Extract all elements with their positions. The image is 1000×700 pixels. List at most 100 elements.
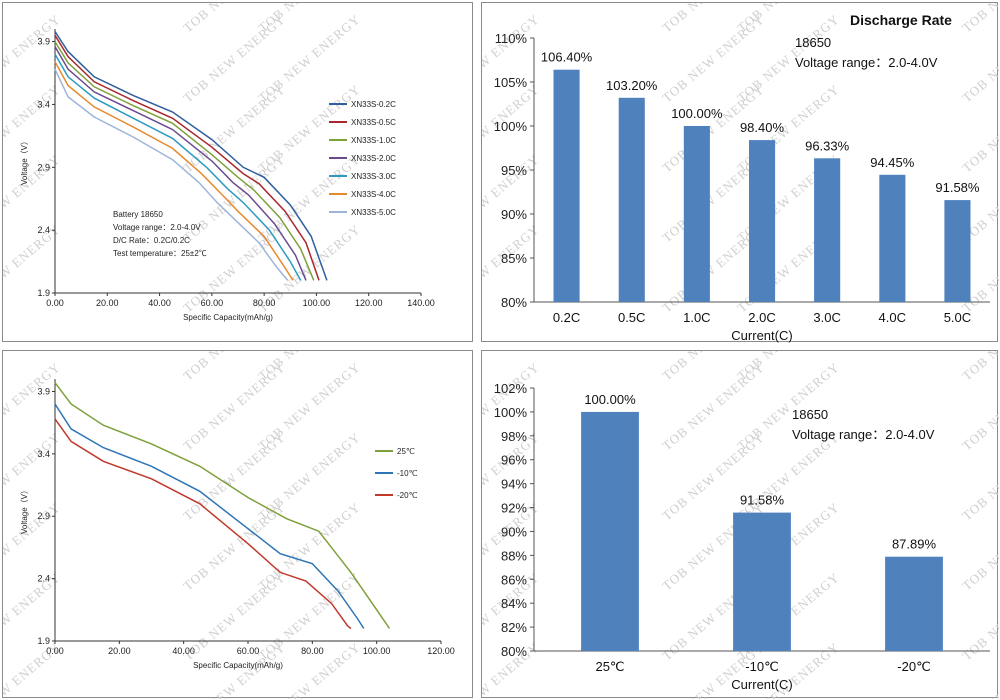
y-tick-label: 82% [501,620,527,635]
series-line [54,418,352,630]
y-tick-label: 1.9 [37,288,50,298]
legend-label: -20℃ [397,491,418,500]
x-tick-label: 0.5C [618,310,645,325]
legend-label: XN33S-1.0C [351,136,396,145]
bar [553,69,580,302]
y-tick-label: 90% [501,524,527,539]
x-tick-label: 0.2C [553,310,580,325]
series-line [54,68,289,281]
bar-value-label: 100.00% [584,392,636,407]
x-tick-label: 3.0C [813,310,840,325]
x-tick-label: 120.00 [427,646,455,656]
x-tick-label: 20.00 [96,298,119,308]
bar [749,140,776,302]
annotation-text: Test temperature：25±2℃ [113,249,207,258]
y-tick-label: 96% [501,453,527,468]
series-line [54,46,307,281]
y-tick-label: 2.9 [37,162,50,172]
legend-label: XN33S-0.5C [351,118,396,127]
y-tick-label: 88% [501,548,527,563]
watermark-text: TOB NEW ENERGY [959,351,999,383]
x-tick-label: 2.0C [748,310,775,325]
bar-value-label: 96.33% [805,138,850,153]
x-tick-label: 4.0C [879,310,906,325]
series-line [54,382,391,629]
bar [885,556,943,651]
y-tick-label: 85% [501,251,527,266]
x-axis-label: Current(C) [731,677,792,692]
x-tick-label: 0.00 [46,646,64,656]
y-tick-label: 90% [501,207,527,222]
series-line [54,403,365,629]
y-tick-label: 2.4 [37,225,50,235]
y-tick-label: 110% [495,31,528,46]
y-tick-label: 2.4 [37,574,50,584]
y-tick-label: 100% [494,119,528,134]
x-axis-label: Specific Capacity(mAh/g) [193,661,283,670]
y-tick-label: 98% [501,429,527,444]
x-tick-label: 80.00 [301,646,324,656]
bar [733,512,791,651]
bar [814,158,841,302]
watermark-text: TOB NEW ENERGY [959,3,999,35]
x-tick-label: 25℃ [595,659,624,674]
annotation-text: 18650 [792,407,828,422]
legend-label: XN33S-0.2C [351,100,396,109]
bar-value-label: 91.58% [935,180,980,195]
series-line [54,53,302,281]
y-tick-label: 94% [501,477,527,492]
bar-value-label: 94.45% [870,155,915,170]
bar-value-label: 106.40% [541,50,593,65]
y-tick-label: 3.9 [37,37,50,47]
bar [618,97,645,302]
series-line [54,61,294,281]
y-axis-label: Voltage（V） [20,137,29,185]
bar-value-label: 87.89% [892,537,937,552]
x-tick-label: 100.00 [363,646,391,656]
y-tick-label: 84% [501,596,527,611]
bar [879,174,906,302]
x-tick-label: 100.00 [303,298,331,308]
bar-value-label: 100.00% [671,106,723,121]
chart-title: Discharge Rate [850,12,952,28]
y-tick-label: 95% [501,163,527,178]
annotation-text: 18650 [795,35,831,50]
y-tick-label: 105% [494,75,528,90]
series-line [54,34,320,281]
x-tick-label: -20℃ [897,659,930,674]
x-tick-label: 5.0C [944,310,971,325]
bar [944,200,971,302]
bar-value-label: 98.40% [740,120,785,135]
x-tick-label: 60.00 [201,298,224,308]
legend-label: XN33S-2.0C [351,154,396,163]
x-tick-label: 120.00 [355,298,383,308]
y-tick-label: 2.9 [37,511,50,521]
y-tick-label: 80% [501,295,527,310]
x-tick-label: 40.00 [148,298,171,308]
legend-label: XN33S-4.0C [351,190,396,199]
x-tick-label: 60.00 [237,646,260,656]
annotation-text: Voltage range：2.0-4.0V [795,55,938,70]
y-tick-label: 3.4 [37,99,50,109]
series-line [54,41,315,281]
bar-value-label: 103.20% [606,78,658,93]
x-tick-label: 20.00 [108,646,131,656]
annotation-text: Voltage range：2.0-4.0V [792,427,935,442]
bar [581,411,639,651]
x-tick-label: 0.00 [46,298,64,308]
x-tick-label: 1.0C [683,310,710,325]
y-tick-label: 3.9 [37,386,50,396]
series-line [54,31,328,281]
annotation-text: Voltage range：2.0-4.0V [113,223,201,232]
x-tick-label: 140.00 [407,298,435,308]
x-tick-label: 80.00 [253,298,276,308]
legend-label: -10℃ [397,469,418,478]
